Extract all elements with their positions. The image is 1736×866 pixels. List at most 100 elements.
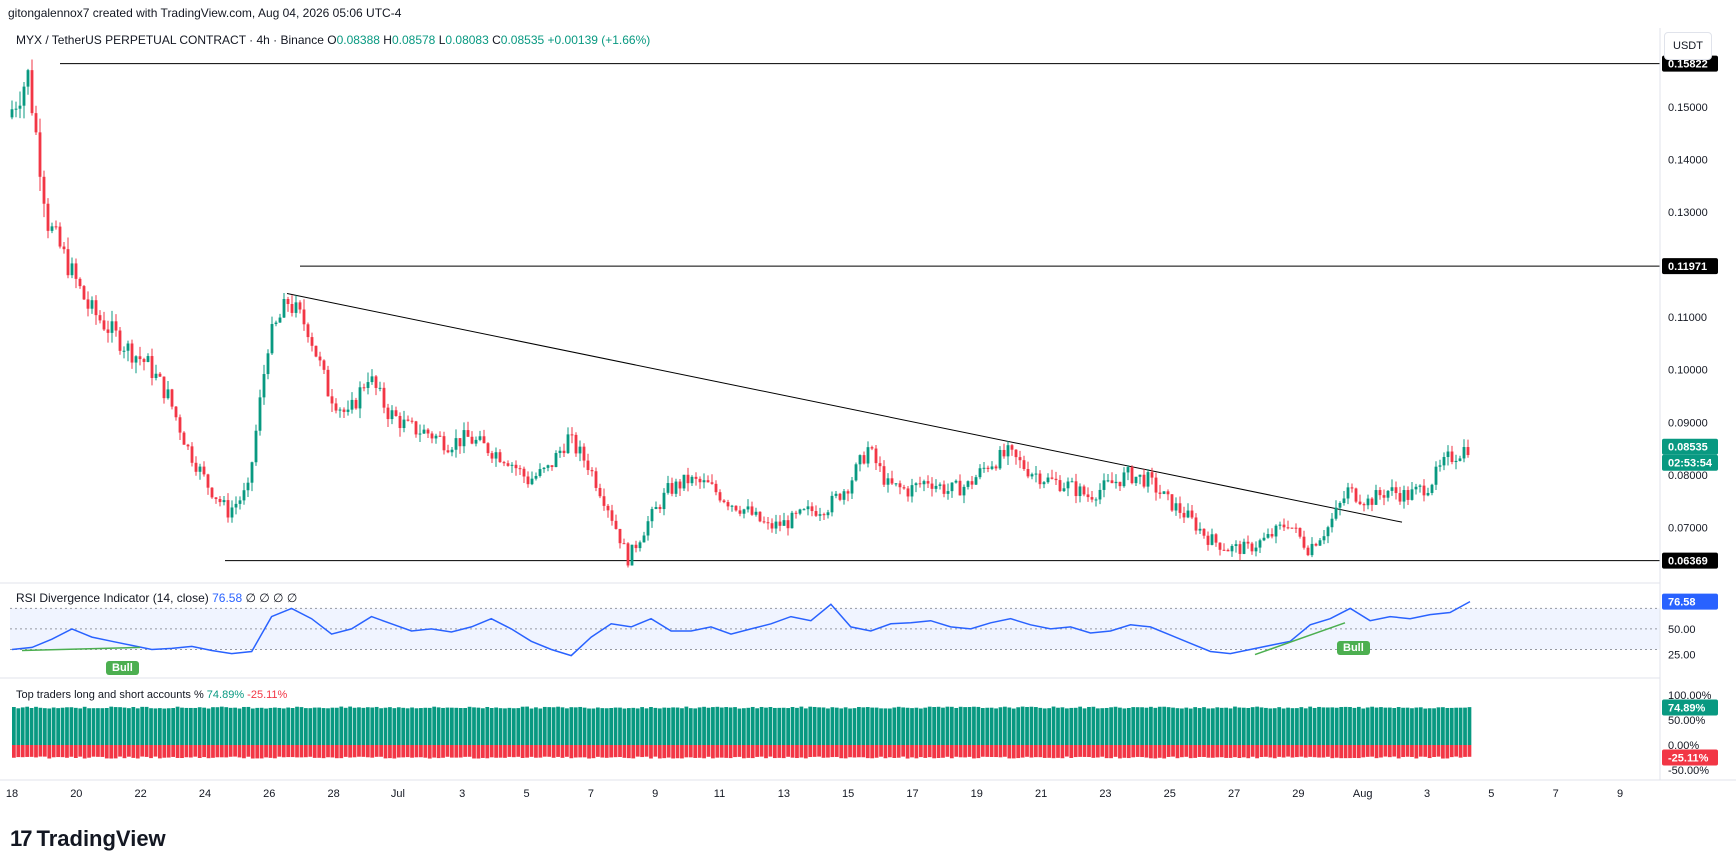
short-bar xyxy=(144,745,149,757)
long-bar xyxy=(489,708,494,745)
short-bar xyxy=(1361,745,1366,758)
short-bar xyxy=(250,745,255,759)
candle-body xyxy=(1114,481,1118,484)
candle-body xyxy=(258,397,262,431)
long-bar xyxy=(215,707,220,745)
long-bar xyxy=(795,707,799,745)
long-bar xyxy=(675,707,680,745)
candle-body xyxy=(298,302,302,310)
candle-body xyxy=(1110,480,1114,484)
long-bar xyxy=(273,707,277,745)
candle-body xyxy=(118,330,122,351)
long-bar xyxy=(759,706,764,745)
short-bar xyxy=(520,745,525,758)
candle-body xyxy=(1342,498,1346,504)
candle-body xyxy=(902,487,906,489)
candle-body xyxy=(1422,485,1426,496)
long-bar xyxy=(989,707,994,745)
short-bar xyxy=(626,745,631,759)
short-bar xyxy=(715,745,720,758)
short-bar xyxy=(662,745,667,759)
long-bar xyxy=(755,708,760,745)
long-bar xyxy=(649,707,653,745)
candle-body xyxy=(1266,534,1270,538)
short-bar xyxy=(967,745,972,757)
short-bar xyxy=(1029,745,1034,758)
long-bar xyxy=(1215,707,1220,745)
short-bar xyxy=(830,745,835,758)
long-bar xyxy=(87,708,91,745)
short-bar xyxy=(565,745,569,757)
long-bar xyxy=(113,707,118,745)
short-bar xyxy=(556,745,560,757)
long-bar xyxy=(1069,707,1074,745)
short-bar xyxy=(799,745,804,758)
long-bar xyxy=(631,707,636,745)
tradingview-logo[interactable]: 17 TradingView xyxy=(10,826,166,852)
rsi-title[interactable]: RSI Divergence Indicator (14, close) xyxy=(16,591,209,605)
short-bar xyxy=(1180,745,1184,758)
candle-body xyxy=(842,491,846,500)
candle-body xyxy=(834,493,838,496)
long-bar xyxy=(47,708,52,745)
short-bar xyxy=(1082,745,1087,757)
short-bar xyxy=(211,745,215,758)
candle-body xyxy=(1146,472,1150,487)
long-bar xyxy=(1171,707,1175,745)
candle-body xyxy=(970,481,974,485)
long-bar xyxy=(304,708,308,745)
long-bar xyxy=(1038,707,1043,745)
long-bar xyxy=(1259,707,1264,745)
candle-body xyxy=(62,246,66,250)
symbol-legend: MYX / TetherUS PERPETUAL CONTRACT · 4h ·… xyxy=(16,33,650,47)
candle-body xyxy=(262,374,266,398)
short-bar xyxy=(972,745,976,759)
axes: 0.15000 0.14000 0.13000 0.11000 0.10000 0.090… xyxy=(0,28,1736,800)
short-bar xyxy=(1149,745,1153,759)
candle-body xyxy=(1134,476,1138,484)
candle-body xyxy=(554,453,558,468)
short-bar xyxy=(1387,745,1392,758)
top-traders-title[interactable]: Top traders long and short accounts % xyxy=(16,689,204,701)
short-bar xyxy=(1241,745,1246,758)
short-bar xyxy=(432,745,437,758)
candle-body xyxy=(1062,488,1066,492)
currency-button[interactable]: USDT xyxy=(1664,32,1712,60)
short-bar xyxy=(1299,745,1304,757)
short-bar xyxy=(936,745,941,758)
candle-body xyxy=(414,421,418,435)
long-bar xyxy=(180,707,184,745)
short-bar xyxy=(733,745,737,758)
long-bar xyxy=(1436,707,1441,745)
short-bar xyxy=(118,745,122,757)
long-bar xyxy=(379,708,383,745)
long-bar xyxy=(348,706,353,745)
short-bar xyxy=(551,745,556,758)
long-bar xyxy=(1418,707,1423,745)
long-bar xyxy=(51,707,56,745)
candle-body xyxy=(302,309,306,325)
candle-body xyxy=(802,509,806,511)
candle-body xyxy=(130,343,134,363)
short-bar xyxy=(149,745,153,759)
long-bar xyxy=(1029,706,1034,745)
long-bar xyxy=(662,707,667,745)
candle-body xyxy=(218,499,222,503)
long-bar xyxy=(414,708,419,745)
short-bar xyxy=(1281,745,1286,758)
time-tick-label: 25 xyxy=(1164,788,1176,800)
candle-body xyxy=(930,483,934,489)
short-bar xyxy=(109,745,114,759)
symbol-name[interactable]: MYX / TetherUS PERPETUAL CONTRACT · 4h ·… xyxy=(16,33,324,47)
long-pct-tag-bg xyxy=(1662,699,1718,716)
candle-body xyxy=(670,483,674,494)
candle-body xyxy=(1166,491,1170,495)
long-bar xyxy=(604,708,609,745)
short-bar xyxy=(1064,745,1069,757)
long-bar xyxy=(994,708,998,745)
short-bar xyxy=(888,745,892,758)
candle-body xyxy=(950,482,954,492)
long-bar xyxy=(843,707,848,745)
short-bar xyxy=(1326,745,1330,757)
